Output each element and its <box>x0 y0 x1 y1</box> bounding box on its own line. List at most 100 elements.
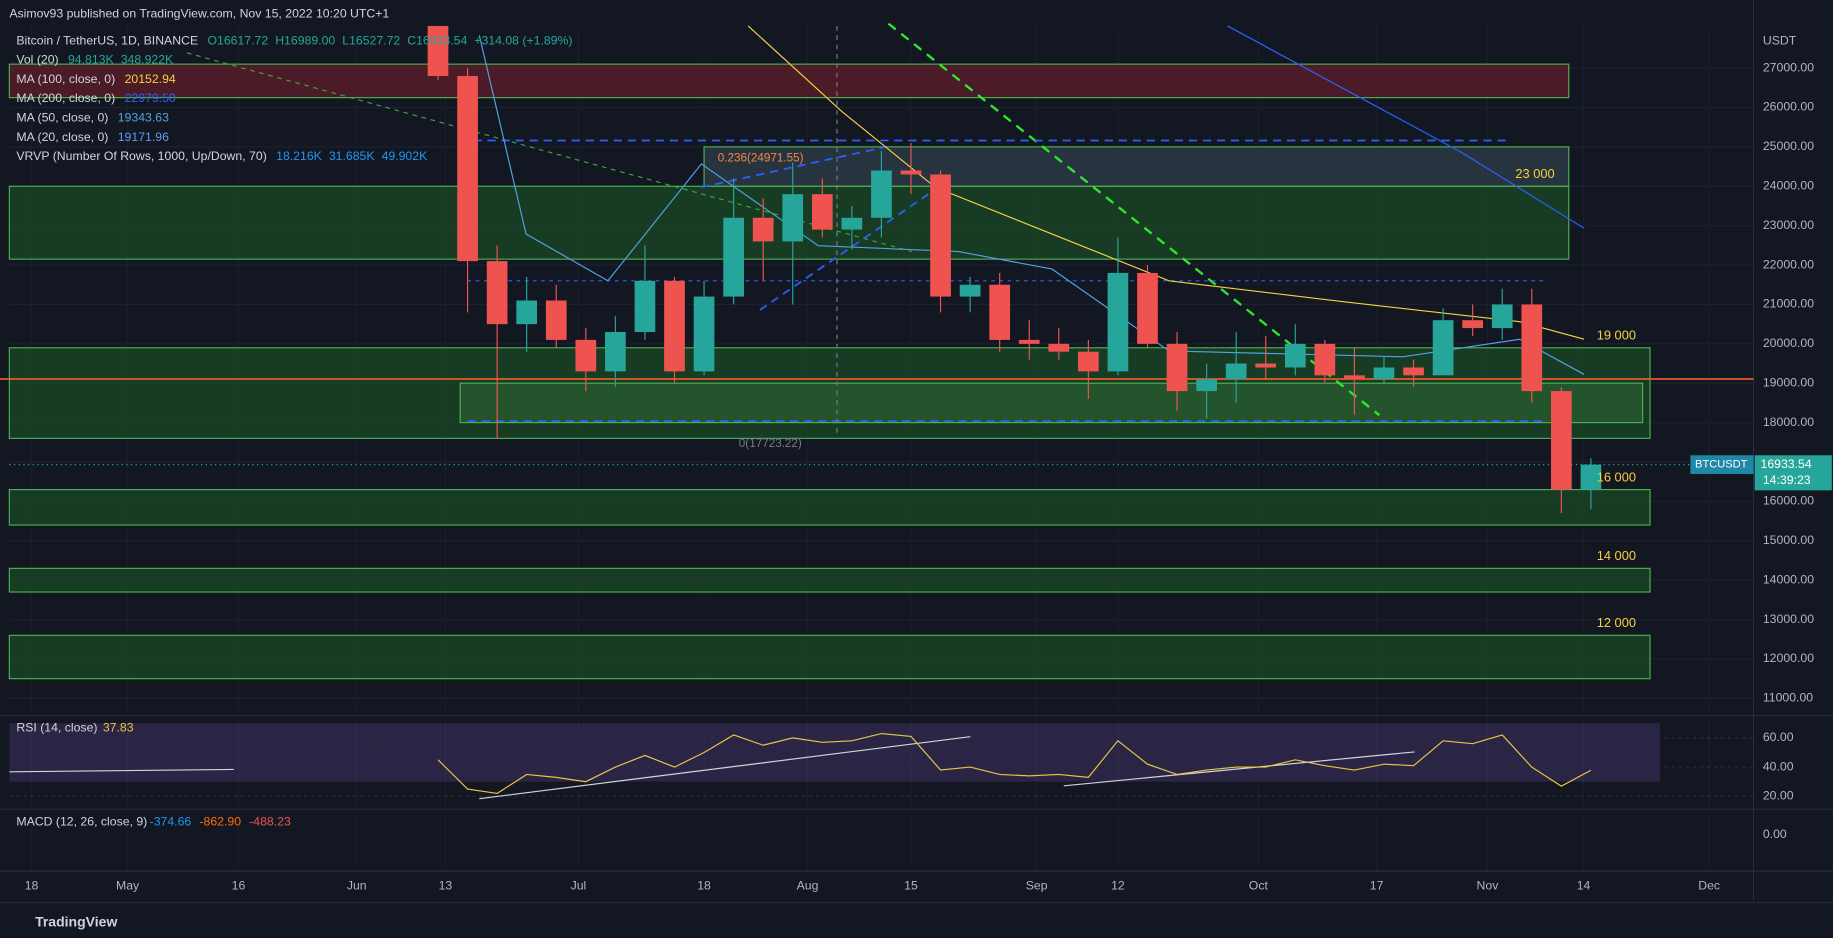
x-tick-label: 16 <box>232 879 246 893</box>
y-tick-label: 11000.00 <box>1763 691 1813 705</box>
legend-value: H16989.00 <box>275 33 335 47</box>
candle-body <box>1432 320 1454 376</box>
publisher: Asimov93 published on TradingView.com, N… <box>9 6 389 20</box>
rsi-tick-label: 60.00 <box>1763 730 1794 744</box>
y-tick-label: 25000.00 <box>1763 139 1814 153</box>
macd-legend-value: -488.23 <box>249 814 291 828</box>
macd-legend-value: -374.66 <box>150 814 192 828</box>
candle-body <box>1018 339 1040 344</box>
zone <box>8 488 1651 526</box>
legend-value: 19343.63 <box>118 111 169 125</box>
legend-label: MA (100, close, 0) <box>16 72 115 86</box>
y-tick-label: 14000.00 <box>1763 572 1814 586</box>
legend-label: VRVP (Number Of Rows, 1000, Up/Down, 70) <box>16 149 266 163</box>
candle-body <box>1196 379 1217 392</box>
legend-label: MA (200, close, 0) <box>16 91 115 105</box>
candle-body <box>1403 367 1424 376</box>
candle-body <box>1521 304 1543 392</box>
rsi-band <box>9 723 1660 782</box>
candle-body <box>1373 367 1395 380</box>
candle-body <box>575 339 597 372</box>
last-label: BTCUSDT <box>1695 459 1748 471</box>
candle-body <box>427 25 449 76</box>
y-unit: USDT <box>1763 33 1797 47</box>
trend-line <box>186 52 912 253</box>
y-tick-label: 12000.00 <box>1763 651 1814 665</box>
candle-body <box>723 217 744 297</box>
x-tick-label: 13 <box>439 879 453 893</box>
candle-body <box>1314 343 1336 376</box>
ma-200 <box>1227 25 1585 229</box>
candle-body <box>1137 272 1158 344</box>
rsi-legend-label: RSI (14, close) <box>16 721 97 735</box>
last-label-box <box>1690 455 1754 474</box>
legend-value: 19171.96 <box>118 130 169 144</box>
x-tick-label: 15 <box>904 879 918 893</box>
y-tick-label: 26000.00 <box>1763 100 1814 114</box>
candle-body <box>930 174 951 297</box>
zone-label: 12 000 <box>1597 615 1636 630</box>
rsi-legend-value: 37.83 <box>103 721 134 735</box>
candle-body <box>1078 351 1099 372</box>
x-tick-label: Sep <box>1026 879 1048 893</box>
candle-body <box>752 217 774 242</box>
legend-value: 20152.94 <box>125 72 176 86</box>
zone-label: 19 000 <box>1597 327 1636 342</box>
x-tick-label: Jul <box>571 879 587 893</box>
countdown: 14:39:23 <box>1763 473 1811 487</box>
candle-body <box>1344 375 1365 380</box>
rsi-line <box>437 732 1592 795</box>
macd-legend-value: -862.90 <box>199 814 241 828</box>
candle-body <box>811 194 833 230</box>
legend-label: MA (20, close, 0) <box>16 130 108 144</box>
last-value: 16933.54 <box>1761 457 1812 471</box>
legend-value: O16617.72 <box>207 33 268 47</box>
zone <box>8 634 1651 680</box>
y-tick-label: 18000.00 <box>1763 415 1814 429</box>
candle-body <box>1255 363 1277 368</box>
legend-value: 31.685K <box>329 149 376 163</box>
rsi-trend-line <box>9 736 1415 800</box>
y-tick-label: 13000.00 <box>1763 612 1814 626</box>
candle-body <box>605 332 626 372</box>
candle-body <box>841 217 863 230</box>
y-tick-label: 22000.00 <box>1763 257 1814 271</box>
candle-body <box>516 300 538 325</box>
x-tick-label: 12 <box>1111 879 1125 893</box>
y-tick-label: 19000.00 <box>1763 375 1814 389</box>
y-tick-label: 27000.00 <box>1763 60 1814 74</box>
y-tick-label: 21000.00 <box>1763 297 1814 311</box>
legend-value: 49.902K <box>382 149 429 163</box>
candle-body <box>1225 363 1247 380</box>
candles <box>427 25 1602 795</box>
legend-value: 348.922K <box>121 53 174 67</box>
y-tick-label: 23000.00 <box>1763 218 1814 232</box>
candle-body <box>457 75 478 262</box>
brand: TradingView <box>35 913 117 929</box>
zone-label: 16 000 <box>1597 469 1636 484</box>
y-tick-label: 20000.00 <box>1763 336 1814 350</box>
x-tick-label: Jun <box>347 879 367 893</box>
legend-value: 94.813K <box>68 53 115 67</box>
last-value-box <box>1754 455 1832 491</box>
fib-label: 0.236(24971.55) <box>718 152 804 165</box>
legend-value: +314.08 (+1.89%) <box>474 33 572 47</box>
channel-line <box>701 145 889 189</box>
candle-body <box>1580 464 1602 490</box>
footer <box>0 902 1833 938</box>
candle-body <box>1284 343 1306 368</box>
trend-line <box>887 22 1381 417</box>
candle-body <box>1551 391 1572 490</box>
legend-value: L16527.72 <box>342 33 400 47</box>
x-tick-label: Nov <box>1477 879 1500 893</box>
zone <box>703 146 1570 187</box>
rsi-tick-label: 20.00 <box>1763 789 1794 803</box>
y-tick-label: 24000.00 <box>1763 179 1814 193</box>
candle-body <box>486 261 508 325</box>
ma-100 <box>747 25 1585 340</box>
y-tick-label: 16000.00 <box>1763 494 1814 508</box>
candle-body <box>664 280 685 372</box>
rsi-tick-label: 40.00 <box>1763 759 1794 773</box>
macd-tick-label: 0.00 <box>1763 827 1787 841</box>
candle-body <box>1107 272 1129 372</box>
